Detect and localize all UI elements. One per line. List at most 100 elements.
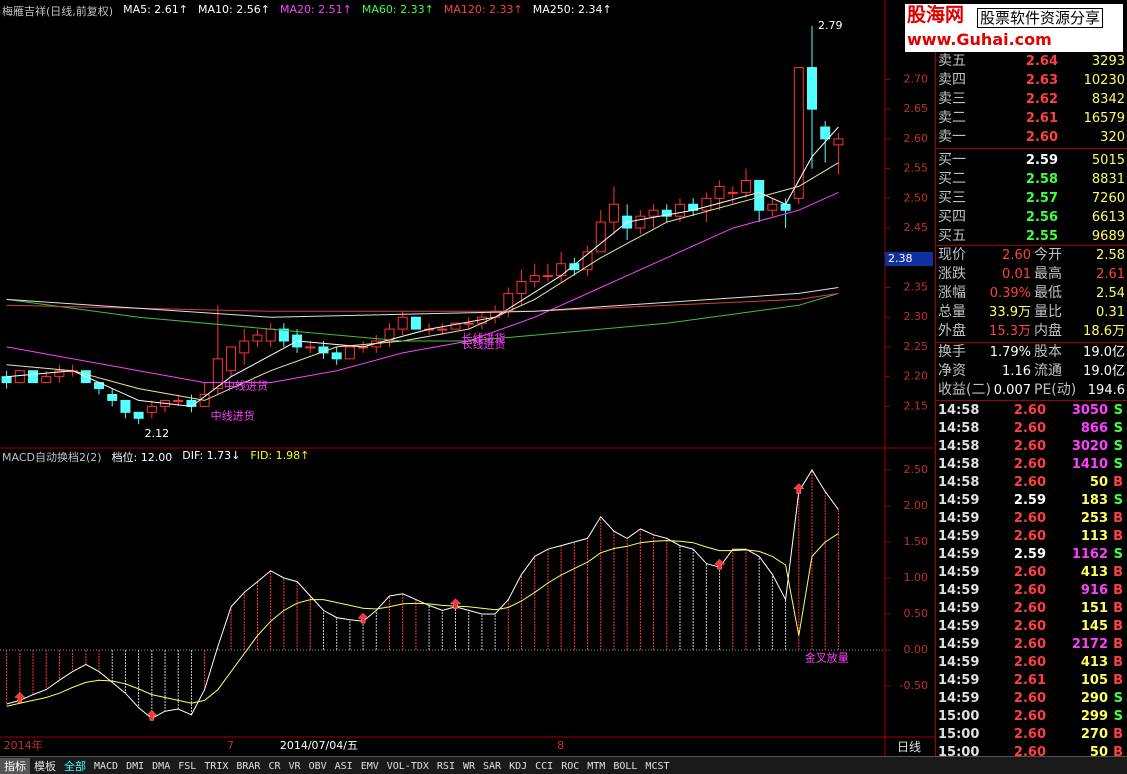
- tick-side: S: [1113, 403, 1123, 418]
- logo-slogan: 股票软件资源分享: [977, 8, 1104, 28]
- stat-label: 净资: [938, 363, 966, 379]
- panel-divider: [936, 245, 1127, 246]
- tick-side: B: [1113, 745, 1123, 760]
- tick-side: B: [1113, 619, 1123, 634]
- book-label: 卖五: [938, 53, 966, 69]
- y-tick-label: 2.00: [904, 499, 929, 512]
- chart-canvas: 2.152.202.252.302.352.402.452.502.552.60…: [0, 0, 935, 756]
- tick-volume: 2172: [1071, 637, 1108, 652]
- stat-label: 涨幅: [938, 285, 966, 301]
- book-price: 2.63: [1025, 73, 1058, 88]
- stat-label: 今开: [1034, 247, 1062, 263]
- indicator-tab[interactable]: 全部: [64, 760, 86, 773]
- candle-body: [793, 67, 804, 199]
- stat-label: 外盘: [938, 323, 966, 339]
- macd-label: FID: 1.98↑: [250, 449, 310, 462]
- buy-signal: [14, 692, 26, 703]
- tick-side: B: [1113, 475, 1123, 490]
- indicator-tab[interactable]: CCI: [535, 760, 554, 772]
- y-tick-label: 0.00: [904, 643, 929, 656]
- candle-body: [437, 328, 448, 331]
- indicator-tab[interactable]: BRAR: [236, 760, 261, 772]
- y-tick-label: 2.30: [904, 310, 929, 323]
- tick-time: 14:59: [938, 691, 980, 706]
- ma-label: MA20: 2.51↑: [279, 3, 352, 16]
- indicator-tab[interactable]: DMA: [152, 760, 171, 772]
- stat-value: 0.31: [1096, 305, 1125, 320]
- indicator-tab[interactable]: 模板: [34, 760, 56, 773]
- book-price: 2.57: [1025, 191, 1058, 206]
- candle-body: [635, 215, 646, 229]
- candle-body: [595, 221, 606, 253]
- candle-body: [397, 316, 408, 330]
- stat-value: 15.3万: [989, 324, 1031, 339]
- ma-label: MA60: 2.33↑: [361, 3, 434, 16]
- cursor-box: [885, 252, 933, 266]
- tick-time: 14:59: [938, 529, 980, 544]
- tick-time: 14:58: [938, 439, 980, 454]
- indicator-tab[interactable]: KDJ: [509, 760, 528, 772]
- book-label: 卖三: [938, 91, 966, 107]
- tick-side: S: [1113, 457, 1123, 472]
- indicator-tab[interactable]: TRIX: [204, 760, 229, 772]
- book-volume: 8342: [1091, 92, 1125, 107]
- y-tick-label: 2.50: [904, 191, 929, 204]
- book-label: 卖一: [938, 129, 966, 145]
- tick-price: 2.61: [1013, 673, 1046, 688]
- indicator-tab[interactable]: FSL: [178, 760, 197, 772]
- book-volume: 6613: [1091, 210, 1125, 225]
- stat-label: 收益(二): [938, 382, 991, 398]
- tick-side: B: [1113, 673, 1123, 688]
- y-tick-label: 2.25: [904, 340, 929, 353]
- tick-volume: 413: [1080, 655, 1108, 670]
- indicator-tab[interactable]: 指标: [0, 758, 30, 774]
- candle-body: [384, 328, 395, 342]
- buy-signal: [793, 483, 805, 494]
- indicator-tab[interactable]: RSI: [436, 760, 455, 772]
- indicator-tab[interactable]: MTM: [587, 760, 606, 772]
- buy-signal: [357, 612, 369, 624]
- tick-volume: 3050: [1071, 403, 1108, 418]
- stat-label: 总量: [938, 304, 966, 320]
- indicator-tab[interactable]: MACD: [94, 760, 119, 772]
- tick-volume: 413: [1080, 565, 1108, 580]
- indicator-tab[interactable]: WR: [462, 760, 476, 772]
- candle-body: [278, 328, 289, 342]
- indicator-tab[interactable]: ROC: [561, 760, 580, 772]
- annotation: 2.12: [145, 427, 170, 440]
- macd-line: [6, 469, 839, 720]
- indicator-tab[interactable]: ASI: [334, 760, 353, 772]
- candle-body: [569, 263, 580, 271]
- candle-body: [833, 138, 844, 146]
- panel-divider: [936, 342, 1127, 343]
- indicator-tab[interactable]: CR: [268, 760, 281, 772]
- indicator-tab[interactable]: VOL-TDX: [386, 760, 429, 772]
- indicator-tab[interactable]: SAR: [483, 760, 502, 772]
- candle-body: [556, 263, 567, 277]
- indicator-tab[interactable]: OBV: [308, 760, 327, 772]
- indicator-tab[interactable]: BOLL: [613, 760, 638, 772]
- tick-volume: 253: [1080, 511, 1108, 526]
- candle-body: [252, 334, 263, 342]
- ma-line: [6, 162, 839, 401]
- candle-body: [14, 370, 25, 384]
- ma-label: MA10: 2.56↑: [198, 3, 270, 16]
- x-tick-label: 2014年: [4, 738, 43, 752]
- tick-side: S: [1113, 691, 1123, 706]
- candle-body: [820, 126, 831, 140]
- tick-side: S: [1113, 547, 1123, 562]
- indicator-tab[interactable]: DMI: [126, 760, 145, 772]
- stat-value: 194.6: [1087, 383, 1125, 398]
- tick-time: 14:59: [938, 511, 980, 526]
- indicator-tab[interactable]: MCST: [645, 760, 670, 772]
- tick-time: 14:58: [938, 403, 980, 418]
- tick-volume: 151: [1080, 601, 1108, 616]
- indicator-tab[interactable]: EMV: [360, 760, 379, 772]
- indicator-tab[interactable]: VR: [288, 760, 301, 772]
- stat-value: 0.007: [993, 383, 1031, 398]
- stat-value: 18.6万: [1083, 324, 1125, 339]
- logo: 股海网 股票软件资源分享 www.Guhai.com: [905, 4, 1123, 52]
- book-label: 买三: [938, 190, 966, 206]
- stat-value: 33.9万: [989, 305, 1031, 320]
- candle-body: [608, 203, 619, 223]
